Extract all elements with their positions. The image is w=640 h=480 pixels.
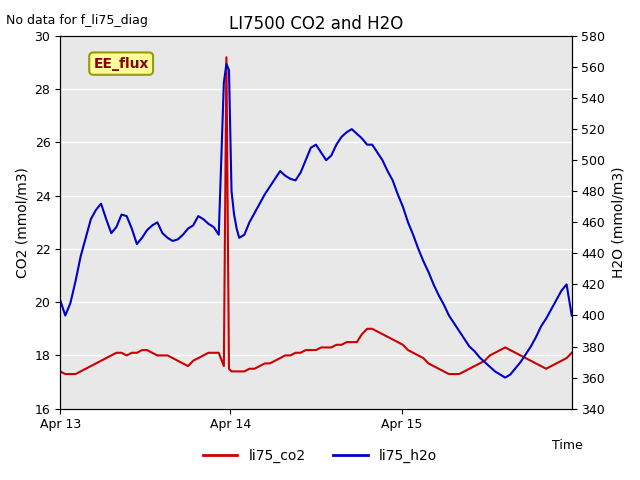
li75_h2o — [557, 288, 565, 294]
li75_co2 — [215, 350, 223, 356]
li75_co2 — [568, 350, 575, 356]
li75_co2 — [532, 360, 540, 366]
Text: No data for f_li75_diag: No data for f_li75_diag — [6, 14, 148, 27]
Y-axis label: H2O (mmol/m3): H2O (mmol/m3) — [611, 167, 625, 278]
li75_co2 — [223, 54, 230, 60]
li75_h2o — [189, 223, 197, 228]
Line: li75_h2o: li75_h2o — [60, 64, 572, 378]
li75_co2 — [61, 371, 69, 377]
Title: LI7500 CO2 and H2O: LI7500 CO2 and H2O — [229, 15, 403, 33]
li75_h2o — [72, 278, 79, 284]
Text: Time: Time — [552, 439, 582, 452]
Text: EE_flux: EE_flux — [93, 57, 149, 71]
li75_h2o — [532, 335, 540, 340]
Legend: li75_co2, li75_h2o: li75_co2, li75_h2o — [197, 443, 443, 468]
li75_h2o — [56, 297, 64, 303]
li75_h2o — [210, 224, 218, 230]
li75_h2o — [501, 375, 509, 381]
Y-axis label: CO2 (mmol/m3): CO2 (mmol/m3) — [15, 167, 29, 278]
li75_co2 — [312, 347, 320, 353]
li75_co2 — [77, 369, 84, 374]
li75_h2o — [223, 61, 230, 67]
li75_co2 — [557, 358, 565, 364]
li75_h2o — [568, 312, 575, 318]
Line: li75_co2: li75_co2 — [60, 57, 572, 374]
li75_co2 — [195, 355, 202, 361]
li75_co2 — [56, 369, 64, 374]
li75_h2o — [307, 145, 315, 151]
